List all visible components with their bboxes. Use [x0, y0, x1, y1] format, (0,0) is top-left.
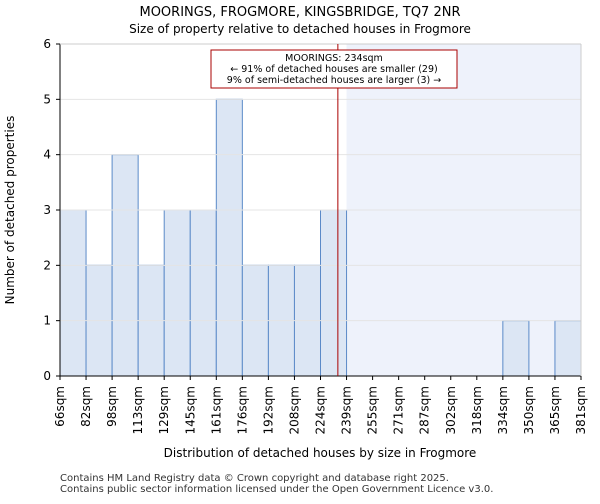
- x-tick-label: 224sqm: [314, 386, 328, 434]
- y-tick-label: 4: [43, 148, 51, 162]
- footer-line-2: Contains public sector information licen…: [60, 484, 494, 495]
- x-tick-label: 113sqm: [131, 386, 145, 434]
- annotation-box: MOORINGS: 234sqm ← 91% of detached house…: [210, 49, 458, 89]
- bar: [502, 320, 530, 377]
- annotation-line-3: 9% of semi-detached houses are larger (3…: [227, 75, 441, 86]
- y-tick-label: 1: [43, 314, 51, 328]
- annotation-box-frame: [210, 49, 458, 89]
- x-tick-label: 287sqm: [418, 386, 432, 434]
- x-tick-label: 129sqm: [157, 386, 171, 434]
- x-tick-label: 176sqm: [235, 386, 249, 434]
- footer-line-1: Contains HM Land Registry data © Crown c…: [60, 473, 449, 484]
- x-tick-label: 271sqm: [392, 386, 406, 434]
- x-tick-label: 350sqm: [522, 386, 536, 434]
- bar: [320, 209, 348, 377]
- y-tick-label: 0: [43, 369, 51, 383]
- x-tick-label: 145sqm: [183, 386, 197, 434]
- x-axis-label: Distribution of detached houses by size …: [164, 446, 477, 460]
- bar: [554, 320, 582, 377]
- annotation-line-1: MOORINGS: 234sqm: [285, 53, 383, 64]
- x-tick-label: 365sqm: [548, 386, 562, 434]
- annotation-line-2: ← 91% of detached houses are smaller (29…: [230, 64, 437, 75]
- bar: [189, 209, 217, 377]
- x-tick-label: 334sqm: [496, 386, 510, 434]
- y-tick-label: 2: [43, 258, 51, 272]
- bar: [59, 209, 87, 377]
- x-tick-label: 381sqm: [574, 386, 588, 434]
- x-tick-label: 318sqm: [470, 386, 484, 434]
- x-tick-label: 82sqm: [79, 386, 93, 427]
- x-tick-label: 161sqm: [209, 386, 223, 434]
- y-tick-label: 6: [43, 37, 51, 51]
- bar: [215, 98, 243, 377]
- y-axis-label: Number of detached properties: [3, 116, 17, 305]
- bar-layer: [59, 98, 582, 377]
- x-tick-label: 98sqm: [105, 386, 119, 427]
- x-tick-label: 66sqm: [53, 386, 67, 427]
- x-tick-label: 208sqm: [287, 386, 301, 434]
- y-tick-label: 5: [43, 92, 51, 106]
- x-tick-label: 239sqm: [340, 386, 354, 434]
- x-tick-label: 302sqm: [444, 386, 458, 434]
- x-tick-label: 192sqm: [261, 386, 275, 434]
- bar: [163, 209, 191, 377]
- x-tick-label: 255sqm: [366, 386, 380, 434]
- chart-subtitle: Size of property relative to detached ho…: [129, 22, 471, 36]
- y-tick-label: 3: [43, 203, 51, 217]
- axis-layer: 0 1 2 3 4 5 6 66sqm 82sqm 98sqm 113sqm 129sqm 145sqm…: [43, 37, 588, 434]
- chart-title: MOORINGS, FROGMORE, KINGSBRIDGE, TQ7 2NR: [139, 5, 460, 20]
